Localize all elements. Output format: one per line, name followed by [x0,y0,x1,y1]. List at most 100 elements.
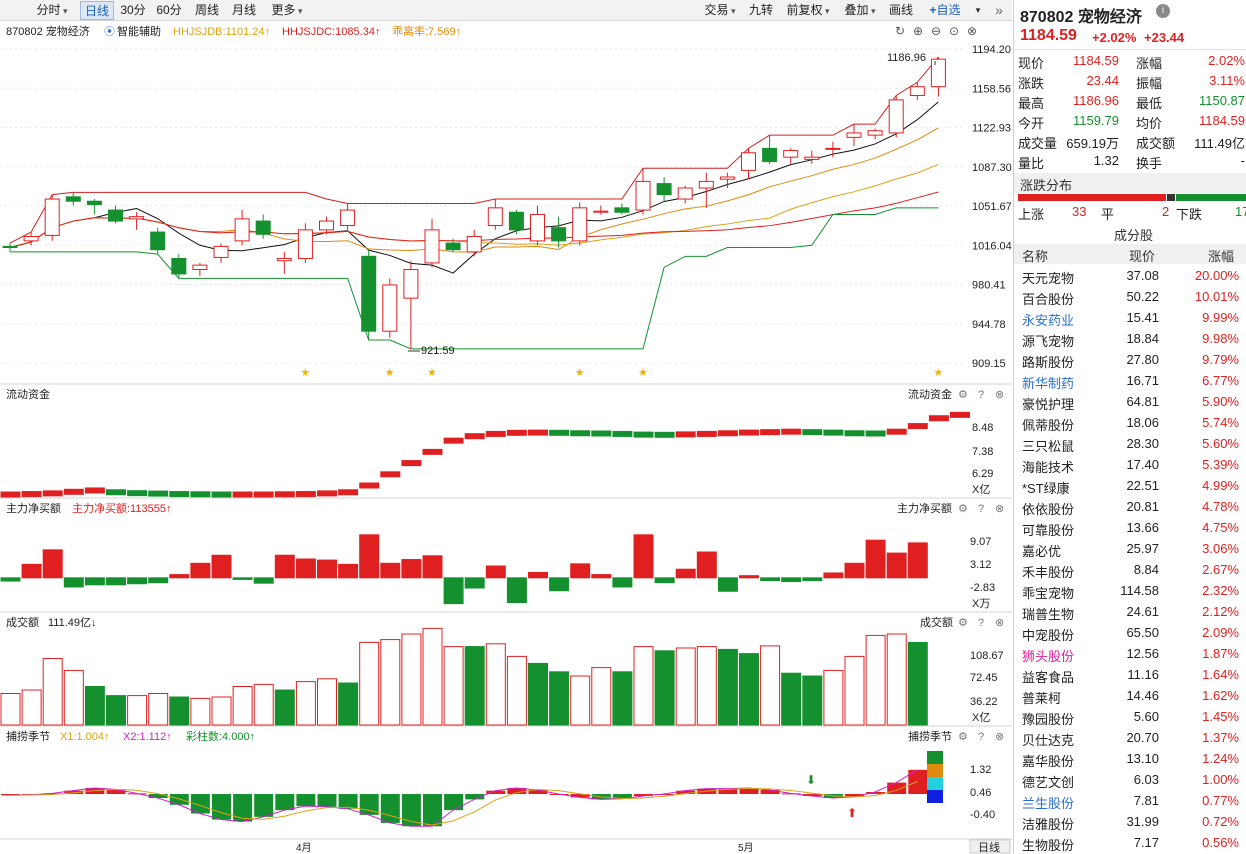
constituent-row[interactable]: 中宠股份 65.50 2.09% [1022,625,1239,643]
constituent-row[interactable]: 生物股份 7.17 0.56% [1022,835,1239,853]
close-icon[interactable]: ⊗ [995,731,1004,743]
draw-button[interactable]: 画线 [888,3,913,17]
close-icon[interactable]: ⊗ [995,389,1004,401]
constituent-row[interactable]: 海能技术 17.40 5.39% [1022,457,1239,475]
bar [696,430,717,437]
constituent-row[interactable]: 豫园股份 5.60 1.45% [1022,709,1239,727]
tab-weekly[interactable]: 周线 [194,3,219,17]
constituent-row[interactable]: 豪悦护理 64.81 5.90% [1022,394,1239,412]
constituent-row[interactable]: 贝仕达克 20.70 1.37% [1022,730,1239,748]
help-icon[interactable]: ? [978,389,984,401]
help-icon[interactable]: ? [978,617,984,629]
trade-button[interactable]: 交易 [698,1,742,20]
constituent-row[interactable]: 兰生股份 7.81 0.77% [1022,793,1239,811]
back-icon[interactable]: ↻ [895,24,905,38]
constituent-row[interactable]: 路斯股份 27.80 9.79% [1022,352,1239,370]
quote-row: 涨跌 23.44 振幅 3.11% [1018,73,1245,91]
nine-turn-button[interactable]: 九转 [748,3,773,17]
period-badge[interactable] [969,839,1011,854]
constituent-row[interactable]: 洁雅股份 31.99 0.72% [1022,814,1239,832]
up-arrow-icon: ⬆ [847,806,857,820]
bar [717,577,738,592]
constituent-row[interactable]: *ST绿康 22.51 4.99% [1022,478,1239,496]
candle [86,200,102,206]
dist-header: 涨跌分布 [1014,173,1246,193]
smart-assist-label[interactable]: 智能辅助 [117,24,161,38]
constituent-row[interactable]: 永安药业 15.41 9.99% [1022,310,1239,328]
candle [656,183,672,196]
bar [211,491,232,498]
flow-unit: X亿 [972,483,990,496]
constituent-row[interactable]: 百合股份 50.22 10.01% [1022,289,1239,307]
bar [127,695,148,726]
help-icon[interactable]: ? [978,731,984,743]
candle [888,99,904,134]
net-title-right: 主力净买额 [897,501,952,515]
constituent-row[interactable]: 禾丰股份 8.84 2.67% [1022,562,1239,580]
season-bar [887,782,907,795]
bar [928,415,949,422]
signal-star-icon: ★ [300,367,310,379]
info-icon[interactable]: i [1156,4,1170,18]
close-icon[interactable]: ⊗ [995,503,1004,515]
zoom-out-icon[interactable]: ⊖ [931,24,941,38]
plus-icon: + [929,3,937,17]
close-icon[interactable]: ⊗ [995,617,1004,629]
season-title-right: 捕捞季节 [908,729,952,743]
constituent-row[interactable]: 嘉华股份 13.10 1.24% [1022,751,1239,769]
bar [675,568,696,579]
bar [443,577,464,605]
constituent-row[interactable]: 三只松鼠 28.30 5.60% [1022,436,1239,454]
toggle-icon[interactable]: ⦿ [104,25,115,38]
bar [0,577,21,582]
stocks-columns: 名称 现价 涨幅 [1014,244,1246,264]
close-icon[interactable]: ⊗ [967,24,977,38]
constituent-row[interactable]: 天元宠物 37.08 20.00% [1022,268,1239,286]
constituent-row[interactable]: 依依股份 20.81 4.78% [1022,499,1239,517]
net-ytick: -2.83 [970,582,995,594]
price-tick-label: 1087.30 [972,162,1012,174]
bar [63,669,84,726]
constituent-row[interactable]: 乖宝宠物 114.58 2.32% [1022,583,1239,601]
constituent-row[interactable]: 德艺文创 6.03 1.00% [1022,772,1239,790]
bar [823,669,844,726]
constituent-row[interactable]: 嘉必优 25.97 3.06% [1022,541,1239,559]
price-tick-label: 980.41 [972,280,1006,292]
season-ytick: 1.32 [970,764,991,776]
quote-row: 今开 1159.79 均价 1184.59 [1018,113,1245,131]
constituent-row[interactable]: 新华制药 16.71 6.77% [1022,373,1239,391]
help-icon[interactable]: ? [978,503,984,515]
colored-bar [927,751,943,764]
constituent-row[interactable]: 佩蒂股份 18.06 5.74% [1022,415,1239,433]
season-bar [507,787,527,795]
tab-daily[interactable]: 日线 [80,1,114,20]
constituent-row[interactable]: 益客食品 11.16 1.64% [1022,667,1239,685]
quote-row: 成交量 659.19万 成交额 111.49亿 [1018,136,1245,151]
constituent-row[interactable]: 源飞宠物 18.84 9.98% [1022,331,1239,349]
tab-60min[interactable]: 60分 [156,3,182,17]
constituent-row[interactable]: 普莱柯 14.46 1.62% [1022,688,1239,706]
net-ytick: 9.07 [970,536,991,548]
constituent-row[interactable]: 瑞普生物 24.61 2.12% [1022,604,1239,622]
restore-icon[interactable]: ⊙ [949,24,959,38]
bar [802,675,823,726]
net-ytick: 3.12 [970,559,991,571]
tab-more[interactable]: 更多 [264,1,310,20]
dropdown-icon[interactable]: ▾ [975,5,981,15]
adjust-button[interactable]: 前复权 [781,1,835,20]
tab-intraday[interactable]: 分时 [28,1,76,20]
bar [211,696,232,726]
overlay-button[interactable]: 叠加 [838,1,882,20]
tab-monthly[interactable]: 月线 [231,3,256,17]
settings-icon[interactable]: ⚙ [958,617,968,629]
watchlist-button[interactable]: +自选 [920,1,970,20]
settings-icon[interactable]: ⚙ [958,389,968,401]
constituent-row[interactable]: 可靠股份 13.66 4.75% [1022,520,1239,538]
zoom-in-icon[interactable]: ⊕ [913,24,923,38]
settings-icon[interactable]: ⚙ [958,731,968,743]
settings-icon[interactable]: ⚙ [958,503,968,515]
collapse-panel-icon[interactable]: » [995,2,1003,18]
stocks-header: 成分股 [1014,223,1246,243]
constituent-row[interactable]: 狮头股份 12.56 1.87% [1022,646,1239,664]
tab-30min[interactable]: 30分 [120,3,146,17]
